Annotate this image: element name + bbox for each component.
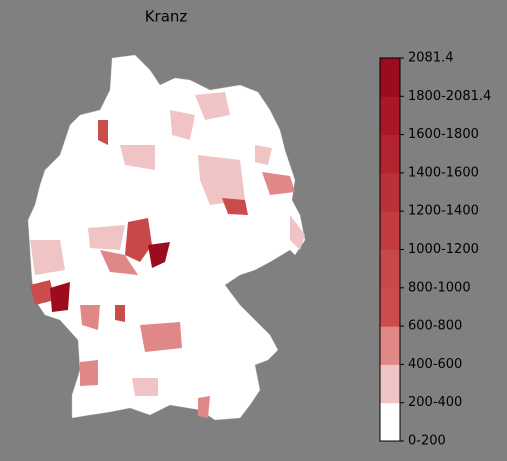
colorbar-segment (380, 402, 400, 442)
region (198, 155, 245, 205)
colorbar-label: 800-1000 (408, 280, 471, 295)
colorbar-label: 1200-1400 (408, 204, 479, 219)
region (80, 360, 98, 386)
region (88, 225, 125, 250)
region (222, 198, 248, 215)
region (255, 145, 272, 165)
colorbar-label: 600-800 (408, 319, 462, 334)
colorbar-label: 1800-2081.4 (408, 89, 491, 104)
colorbar-segment (380, 96, 400, 136)
region (125, 218, 152, 262)
colorbar-segment (380, 211, 400, 250)
germany-map (27, 54, 306, 421)
colorbar-label: 0-200 (408, 434, 446, 449)
region (195, 92, 230, 120)
region (140, 322, 182, 352)
colorbar-segment (380, 58, 400, 97)
colorbar-label: 200-400 (408, 395, 462, 410)
colorbar-label: 400-600 (408, 357, 462, 372)
colorbar-label: 1000-1200 (408, 242, 479, 257)
region (100, 250, 138, 275)
colorbar-segment (380, 287, 400, 327)
colorbar-label: 2081.4 (408, 51, 454, 66)
colorbar-segment (380, 134, 400, 174)
colorbar-segment (380, 172, 400, 212)
colorbar-segment (380, 326, 400, 365)
region (98, 120, 108, 145)
region (148, 242, 170, 268)
region (80, 305, 100, 330)
region (30, 280, 55, 305)
colorbar-segment (380, 364, 400, 404)
colorbar-label: 1600-1800 (408, 127, 479, 142)
region (132, 378, 158, 396)
region (170, 110, 195, 140)
region (262, 172, 295, 195)
region (120, 145, 155, 170)
colorbar-segment (380, 249, 400, 289)
region (115, 305, 125, 322)
region (290, 215, 305, 250)
map-title: Kranz (145, 8, 188, 26)
colorbar-frame (379, 57, 401, 442)
region (198, 396, 210, 418)
colorbar-label: 1400-1600 (408, 165, 479, 180)
region (50, 282, 70, 312)
region (30, 240, 65, 275)
